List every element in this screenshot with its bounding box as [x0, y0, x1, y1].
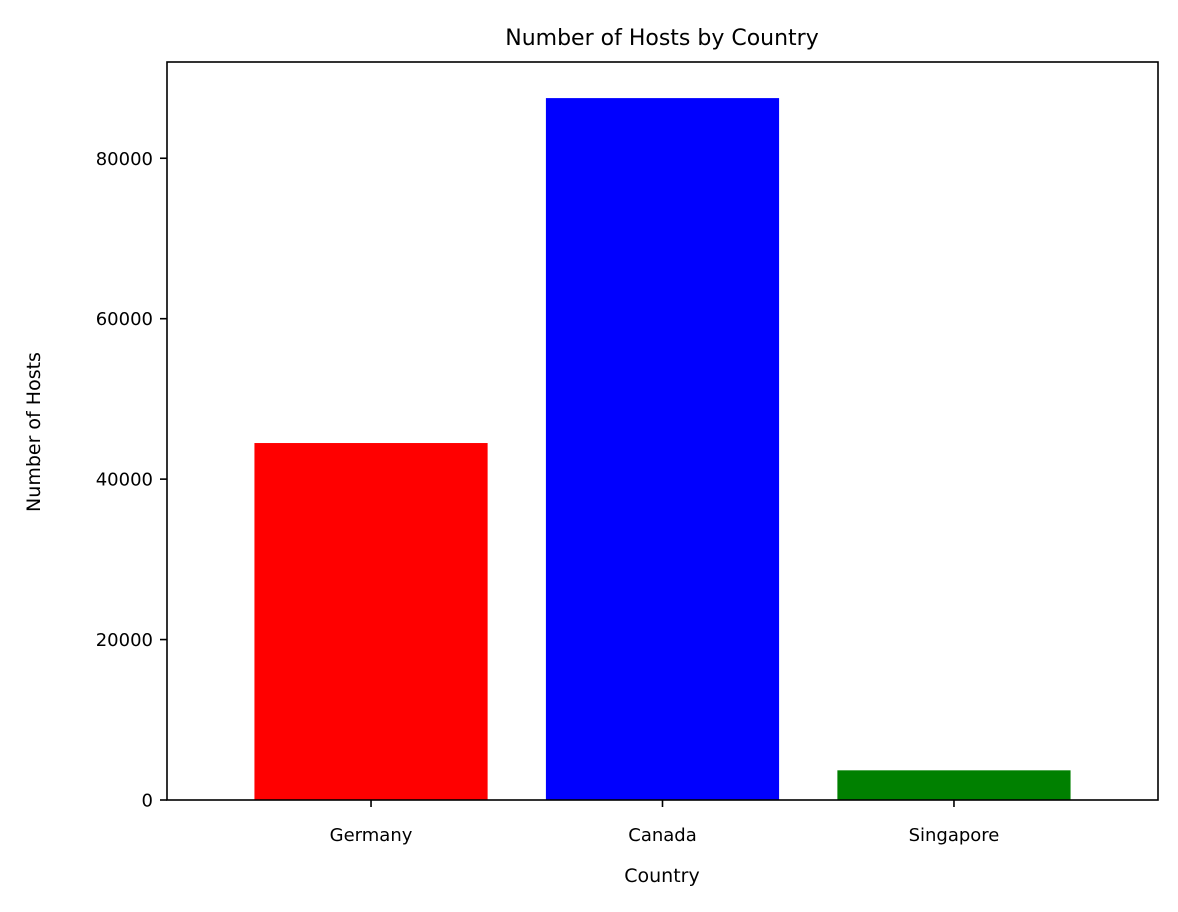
- x-tick-label: Germany: [330, 825, 413, 846]
- y-axis-label: Number of Hosts: [23, 352, 45, 512]
- x-axis-label: Country: [624, 865, 699, 887]
- y-tick-label: 40000: [96, 470, 153, 491]
- x-tick-label: Singapore: [909, 825, 1000, 846]
- y-tick-label: 0: [142, 791, 153, 812]
- y-tick-label: 60000: [96, 309, 153, 330]
- chart-title: Number of Hosts by Country: [505, 26, 819, 51]
- bar-singapore: [837, 770, 1071, 800]
- bar-germany: [254, 443, 488, 800]
- bar-canada: [545, 98, 780, 800]
- plot-area: 0 20000 40000 60000 80000 Germany Canada Singap…: [96, 61, 1159, 846]
- y-tick-label: 80000: [96, 149, 153, 170]
- x-tick-label: Canada: [628, 825, 697, 846]
- y-tick-label: 20000: [96, 630, 153, 651]
